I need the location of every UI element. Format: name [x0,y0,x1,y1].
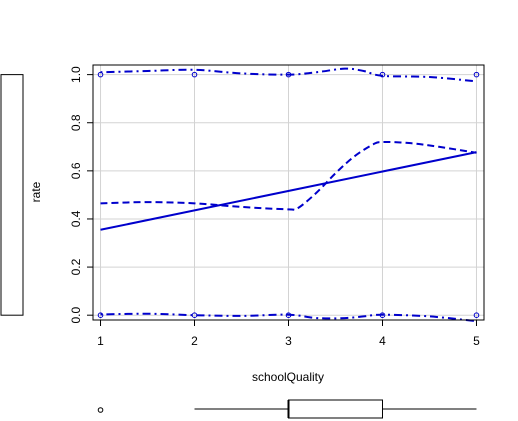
series-line-dotdash [100,67,477,83]
y-axis: 0.0 0.2 0.4 0.6 0.8 1.0 [69,66,93,324]
y-boxplot-box [0,74,24,316]
y-tick-label: 0.2 [69,258,83,275]
data-point [379,71,386,78]
x-boxplot [97,399,477,419]
series-line-solid [100,151,477,231]
x-tick-label: 5 [473,334,480,348]
data-point [285,71,292,78]
y-boxplot [0,74,24,316]
data-point [379,312,386,318]
x-tick-label: 3 [285,334,292,348]
data-point [285,312,292,318]
data-point [191,71,198,78]
x-tick-label: 1 [97,334,104,348]
x-tick-label: 4 [379,334,386,348]
x-boxplot-outlier [97,407,104,413]
y-tick-label: 0.4 [69,210,83,227]
x-boxplot-box [288,399,383,419]
data-point [97,71,104,78]
x-axis: 1 2 3 4 5 [97,319,480,348]
grid [93,65,484,320]
series-line-dotdash [100,312,477,323]
data-point [97,312,104,318]
y-tick-label: 0.8 [69,114,83,131]
y-tick-label: 1.0 [69,66,83,83]
series-lines [100,67,477,323]
y-tick-label: 0.6 [69,162,83,179]
y-tick-label: 0.0 [69,307,83,324]
y-axis-title: rate [29,181,43,202]
series-line-dashed [100,140,477,211]
data-point [191,312,198,318]
data-points [97,71,480,318]
x-tick-label: 2 [191,334,198,348]
x-axis-title: schoolQuality [252,370,324,384]
data-point [473,312,480,318]
data-point [473,71,480,78]
